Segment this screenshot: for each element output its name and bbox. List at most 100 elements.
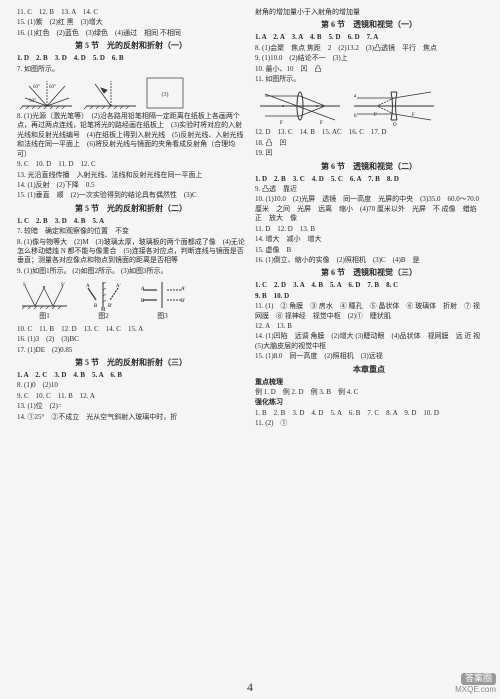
fig3-wrap: AB A'B' 图3: [135, 278, 190, 322]
q9-12: 9. C 10. C 11. B 12. A: [17, 392, 245, 401]
svg-text:F: F: [412, 113, 415, 118]
top-line: 射角的增加量小于入射角的增加量: [255, 8, 483, 17]
reflection-diagram-1: 60° 60° 30°: [17, 76, 77, 110]
svg-text:b: b: [354, 114, 357, 119]
fig1-wrap: S S' 图1: [17, 278, 72, 322]
q12-13: 12. A 13. B: [255, 322, 483, 331]
q8: 8. (1)0 (2)10: [17, 381, 245, 390]
svg-text:S': S': [61, 283, 65, 288]
answer-line: 9. B 10. D: [255, 292, 483, 301]
svg-text:F: F: [320, 121, 323, 126]
q14: 14. (1)凹陷 远调 角膜 (2)增大 (3)睫动眼 (4)品状体 视网膜 …: [255, 332, 483, 351]
svg-text:A: A: [141, 287, 145, 292]
fig3: AB A'B': [135, 278, 190, 312]
answer-line: 1. A 2. C 3. D 4. B 5. A 6. B: [17, 371, 245, 380]
figures-row: S S' 图1 AB A'B' M 图2: [17, 278, 245, 322]
watermark: 答案圈 MXQE.com: [455, 673, 496, 695]
answer-line: 1. D 2. B 3. D 4. D 5. D 6. B: [17, 54, 245, 63]
q9: 9. (1)10.0 (2)结论不一 (3)上: [255, 54, 483, 63]
chapter-key-title: 本章重点: [255, 365, 483, 376]
q11: 11. (1) ② 角膜 ③ 房水 ④ 瞳孔 ⑤ 晶状体 ⑥ 玻璃体 折射 ⑦ …: [255, 302, 483, 321]
section-title: 第 5 节 光的反射和折射（一）: [17, 41, 245, 52]
q19: 19. 凹: [255, 149, 483, 158]
q14: 14. (1)反射 (2)下降 0.5: [17, 181, 245, 190]
svg-text:60°: 60°: [33, 85, 40, 90]
q8: 8. (1)光源（激光笔等） (2)沿各路用铅笔相隔一定距离在纸板上各画两个点，…: [17, 112, 245, 159]
fig-label: 图2: [76, 312, 131, 321]
q9: 9. 凸透 靠近: [255, 185, 483, 194]
q13: 13. (1)位 (2)=: [17, 402, 245, 411]
svg-text:A': A': [116, 284, 121, 289]
fig2-wrap: AB A'B' M 图2: [76, 278, 131, 322]
practice-11: 11. (2) ①: [255, 419, 483, 428]
q10-15: 10. C 11. B 12. D 13. C 14. C 15. A: [17, 325, 245, 334]
svg-text:(3): (3): [162, 91, 169, 98]
svg-text:B': B': [108, 304, 112, 309]
svg-text:F: F: [280, 121, 283, 126]
svg-text:A': A': [181, 287, 186, 292]
q16: 16. (1)3 (2) (3)BC: [17, 335, 245, 344]
q7: 7. 如图所示。: [17, 65, 245, 74]
q9: 9. (1)如图1所示。 (2)如图2所示。 (3)如图3所示。: [17, 267, 245, 276]
section-title: 第 6 节 透镜和视觉（三）: [255, 268, 483, 279]
answer-line: 15. (1)紫 (2)红 黑 (3)增大: [17, 18, 245, 27]
answer-line: 1. C 2. D 3. A 4. B 5. A 6. D 7. B 8. C: [255, 281, 483, 290]
q17: 17. (1)DE (2)0.85: [17, 346, 245, 355]
q16: 16. (1)倒立、缩小的实像 (2)照相机 (3)C (4)B 是: [255, 256, 483, 265]
svg-text:a: a: [354, 94, 357, 99]
fig2: AB A'B' M: [76, 278, 131, 312]
q14: 14. 增大 减小 增大: [255, 235, 483, 244]
svg-text:O: O: [393, 123, 397, 126]
answer-line: 1. C 2. B 3. D 4. B 5. A: [17, 217, 245, 226]
svg-text:B: B: [94, 304, 98, 309]
section-title: 第 6 节 透镜和视觉（一）: [255, 20, 483, 31]
left-column: 11. C 12. B 13. A 14. C 15. (1)紫 (2)红 黑 …: [12, 8, 250, 681]
svg-text:60°: 60°: [49, 85, 56, 90]
svg-text:B': B': [181, 299, 185, 304]
q8: 8. (1)像与物等大 (2)M (3)玻璃太厚，玻璃板的两个面都成了像 (4)…: [17, 238, 245, 266]
svg-text:A: A: [86, 284, 90, 289]
fig-label: 图1: [17, 312, 72, 321]
q15: 15. 虚像 B: [255, 246, 483, 255]
q10: 10. 最小、10 凹 凸: [255, 65, 483, 74]
convex-lens-diagram: F F: [255, 86, 345, 126]
page: 11. C 12. B 13. A 14. C 15. (1)紫 (2)红 黑 …: [0, 0, 500, 699]
examples: 例 1. D 例 2. D 例 3. B 例 4. C: [255, 388, 483, 397]
q14: 14. ①25° ②不成立 光从空气斜射入玻璃中时，折: [17, 413, 245, 422]
section-title: 第 5 节 光的反射和折射（三）: [17, 358, 245, 369]
answer-line: 1. A 2. A 3. A 4. B 5. D 6. D 7. A: [255, 33, 483, 42]
q9-12: 9. C 10. D 11. D 12. C: [17, 160, 245, 169]
concave-lens-diagram: a b F F O: [349, 86, 439, 126]
watermark-url: MXQE.com: [455, 685, 496, 694]
q15: 15. (1)8.0 同一高度 (2)照相机 (3)远视: [255, 352, 483, 361]
right-column: 射角的增加量小于入射角的增加量 第 6 节 透镜和视觉（一） 1. A 2. A…: [250, 8, 488, 681]
figures-row: F F a b F F O: [255, 86, 483, 126]
answer-line: 16. (1)红色 (2)蓝色 (3)绿色 (4)通过 相同 不相同: [17, 29, 245, 38]
fig1: S S': [17, 278, 72, 312]
section-title: 第 6 节 透镜和视觉（二）: [255, 162, 483, 173]
q13: 13. 光沿直线传播 入射光线、法线和反射光线在同一平面上: [17, 171, 245, 180]
q15: 15. (1)垂直 顺 (2)一次实验得到的结论具有偶然性 (3)C: [17, 191, 245, 200]
subhead: 强化练习: [255, 398, 483, 407]
q11-13: 11. D 12. D 13. B: [255, 225, 483, 234]
q12-17: 12. D 13. C 14. B 15. AC 16. C 17. D: [255, 128, 483, 137]
page-number: 4: [247, 679, 253, 695]
svg-text:F: F: [374, 113, 377, 118]
subhead: 重点梳理: [255, 378, 483, 387]
practice: 1. B 2. B 3. D 4. D 5. A 6. B 7. C 8. A …: [255, 409, 483, 418]
q7: 7. 较暗 确定和观察像的位置 不变: [17, 227, 245, 236]
q10: 10. (1)10.0 (2)光屏 透镜 同一高度 光屏的中央 (3)35.0 …: [255, 195, 483, 223]
q18: 18. 凸 凹: [255, 139, 483, 148]
q11: 11. 如图所示。: [255, 75, 483, 84]
q8: 8. (1)会聚 焦点 焦距 2 (2)13.2 (3)凸透镜 平行 焦点: [255, 44, 483, 53]
reflection-diagram-2: [81, 76, 141, 110]
fig-label: 图3: [135, 312, 190, 321]
answer-line: 1. D 2. B 3. C 4. D 5. C 6. A 7. B 8. D: [255, 175, 483, 184]
answer-line: 11. C 12. B 13. A 14. C: [17, 8, 245, 17]
watermark-brand: 答案圈: [461, 673, 496, 685]
svg-text:S: S: [23, 283, 26, 288]
svg-text:30°: 30°: [29, 99, 36, 104]
reflection-diagram-3: (3): [145, 76, 185, 110]
figures-row: 60° 60° 30°: [17, 76, 245, 110]
section-title: 第 5 节 光的反射和折射（二）: [17, 204, 245, 215]
